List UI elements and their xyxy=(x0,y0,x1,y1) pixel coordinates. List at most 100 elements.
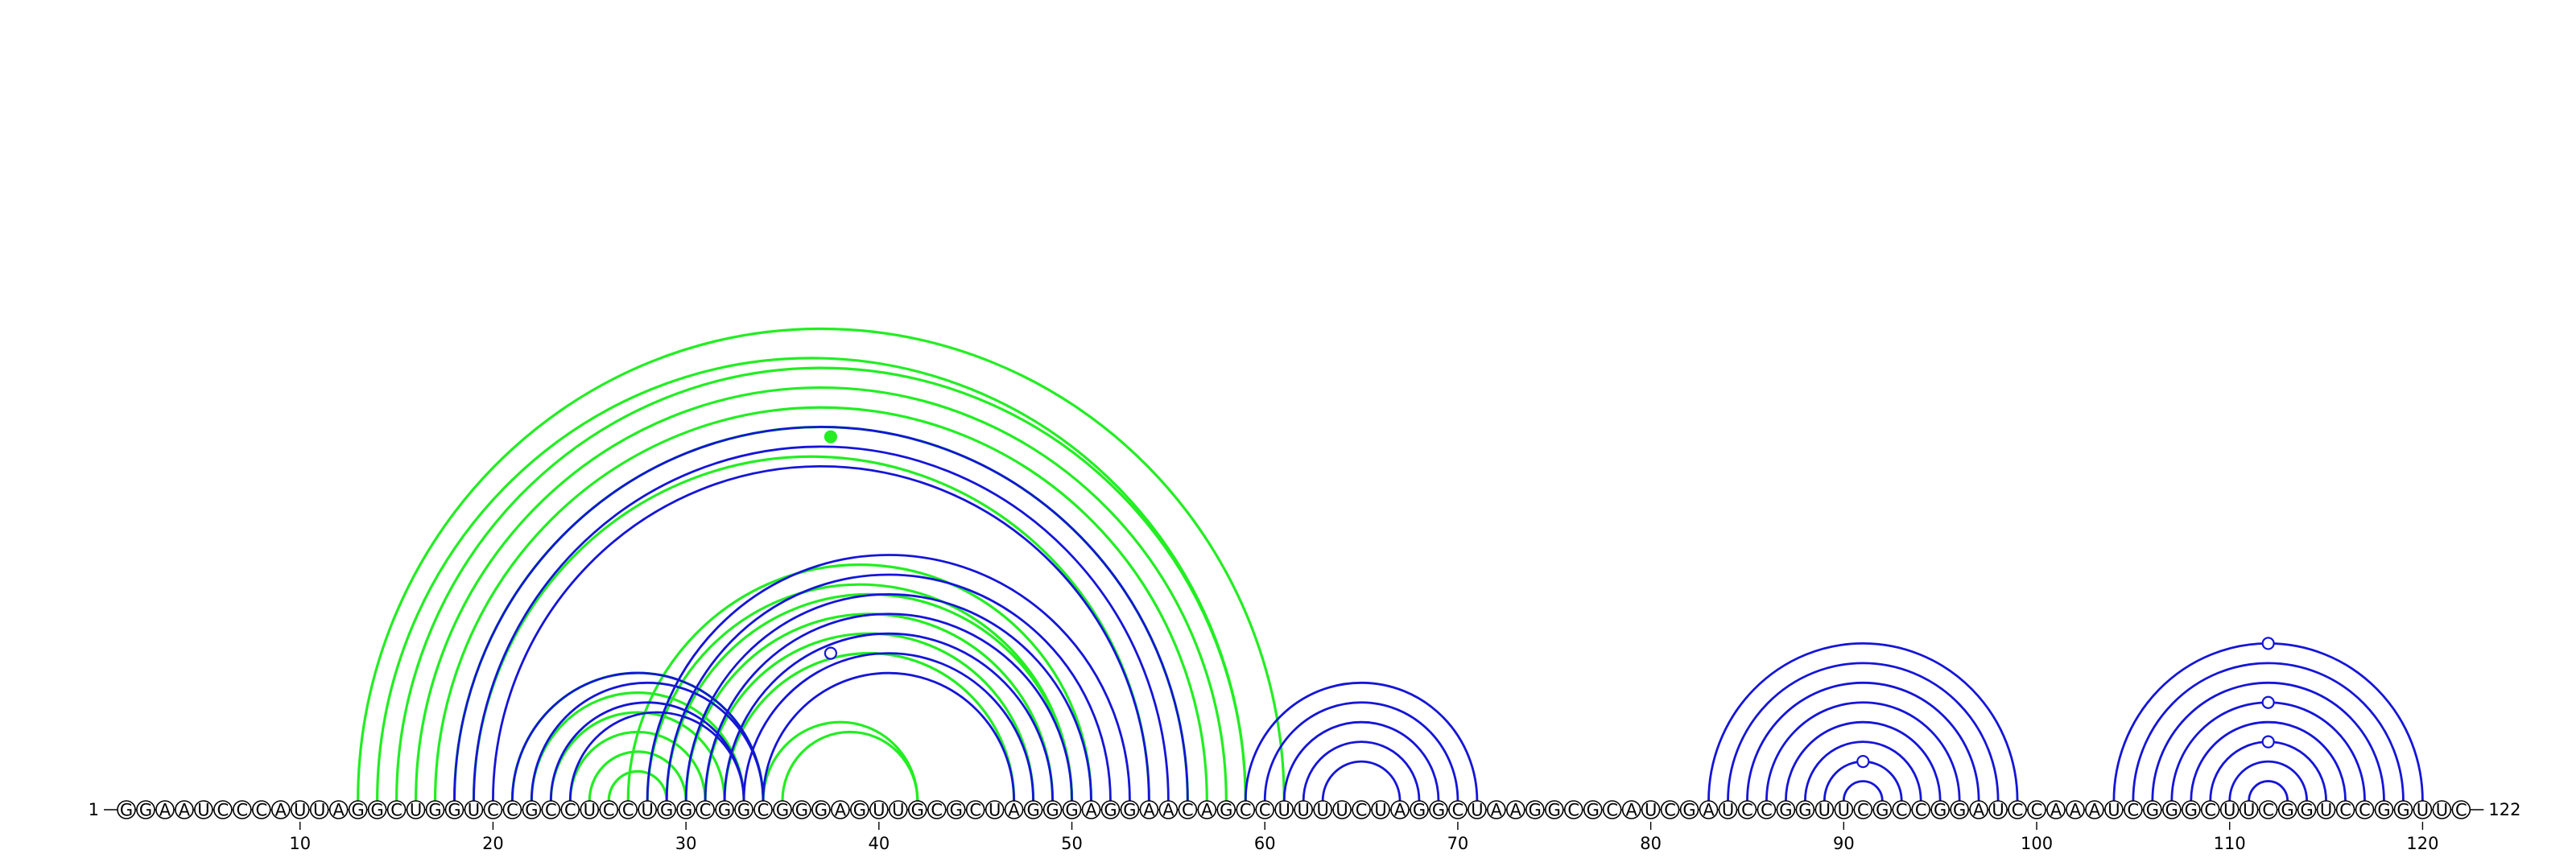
blue-pair-arc xyxy=(1746,681,1980,802)
nucleotide-circle xyxy=(1506,800,1525,819)
nucleotide: U xyxy=(889,800,908,820)
nucleotide-circle xyxy=(1158,800,1179,819)
nucleotide: A xyxy=(155,800,175,820)
nucleotide: C xyxy=(1660,800,1680,820)
nucleotide-letter: A xyxy=(1510,801,1522,820)
nucleotide: A xyxy=(1158,800,1179,820)
nucleotide-letter: C xyxy=(1761,801,1773,820)
nucleotide: U xyxy=(1834,800,1854,820)
nucleotide-letter: U xyxy=(468,801,480,820)
nucleotide: G xyxy=(367,800,387,820)
nucleotide-circle xyxy=(811,800,831,819)
nucleotide-letter: U xyxy=(642,801,654,820)
nucleotide: C xyxy=(1602,800,1622,820)
nucleotide-circle xyxy=(676,800,696,819)
blue-pair-arc xyxy=(742,652,1034,802)
nucleotide: C xyxy=(599,800,619,820)
nucleotide: U xyxy=(869,800,889,820)
nucleotide-circle xyxy=(2124,800,2143,819)
nucleotide-circle xyxy=(290,800,310,819)
nucleotide-circle xyxy=(1371,800,1390,819)
nucleotide-letter: G xyxy=(1065,801,1078,820)
nucleotide: G xyxy=(2297,800,2317,820)
nucleotide-letter: U xyxy=(1374,801,1386,820)
nucleotide-circle xyxy=(2219,800,2240,819)
nucleotide: A xyxy=(1506,800,1525,820)
blue-pair-arc xyxy=(473,445,1170,802)
nucleotide-letter: C xyxy=(2339,801,2351,820)
axis-tick-label: 80 xyxy=(1640,834,1662,853)
nucleotide-circle xyxy=(2277,800,2297,819)
nucleotide-circle xyxy=(1139,800,1159,819)
nucleotide-letter: A xyxy=(2089,801,2101,820)
nucleotide: C xyxy=(1737,800,1757,820)
green-pair-arc xyxy=(357,327,1286,802)
blue-pair-arc xyxy=(1727,662,2000,802)
nucleotide-circle xyxy=(657,800,676,819)
nucleotide-letter: A xyxy=(2070,801,2082,820)
nucleotide-letter: U xyxy=(989,801,1001,820)
nucleotide-circle xyxy=(907,800,927,819)
nucleotide: G xyxy=(676,800,696,820)
blue-pair-arc xyxy=(1785,720,1942,802)
nucleotide-letter: G xyxy=(525,801,538,820)
nucleotide: A xyxy=(1621,800,1641,820)
nucleotide: G xyxy=(907,800,927,820)
nucleotide-circle xyxy=(1583,800,1603,819)
blue-pair-arc xyxy=(2228,760,2309,802)
blue-open-marker xyxy=(1856,755,1870,769)
nucleotide: A xyxy=(831,800,850,820)
nucleotide-letter: C xyxy=(545,801,557,820)
nucleotide-letter: G xyxy=(1220,801,1232,820)
nucleotide-letter: G xyxy=(370,801,383,820)
nucleotide-letter: C xyxy=(1857,801,1869,820)
nucleotide-circle xyxy=(233,800,252,819)
nucleotide: G xyxy=(1679,800,1699,820)
blue-pair-arc xyxy=(762,671,1016,802)
nucleotide: A xyxy=(1969,800,1988,820)
nucleotide-circle xyxy=(1410,800,1429,819)
nucleotide: C xyxy=(927,800,947,820)
nucleotide-circle xyxy=(1969,800,1988,819)
blue-pair-arc xyxy=(1263,701,1459,802)
nucleotide-letter: C xyxy=(1915,801,1927,820)
nucleotide-circle xyxy=(1062,800,1082,819)
nucleotide-letter: C xyxy=(506,801,518,820)
axis-tick-label: 10 xyxy=(289,834,311,853)
nucleotide: G xyxy=(1023,800,1043,820)
nucleotide: A xyxy=(2046,800,2066,820)
nucleotide-circle xyxy=(502,800,522,819)
blue-pair-arc xyxy=(2151,681,2385,802)
nucleotide-circle xyxy=(2374,800,2394,819)
nucleotide: U xyxy=(638,800,657,820)
nucleotide-letter: A xyxy=(179,801,191,820)
nucleotide-circle xyxy=(136,800,155,819)
nucleotide-circle xyxy=(1448,800,1468,819)
blue-open-marker xyxy=(2261,637,2275,650)
nucleotide: G xyxy=(1930,800,1950,820)
nucleotide: C xyxy=(1911,800,1931,820)
blue-pair-arc xyxy=(1765,701,1961,802)
nucleotide-letter: U xyxy=(2320,801,2332,820)
nucleotide-circle xyxy=(1795,800,1815,819)
nucleotide: U xyxy=(194,800,213,820)
blue-pair-arc xyxy=(2248,780,2289,802)
nucleotide: U xyxy=(1718,800,1738,820)
nucleotide: G xyxy=(2143,800,2162,820)
nucleotide-circle xyxy=(483,800,503,819)
blue-pair-arc xyxy=(2190,720,2347,802)
nucleotide: C xyxy=(2124,800,2143,820)
nucleotide-circle xyxy=(251,800,271,819)
nucleotide-letter: C xyxy=(1356,801,1368,820)
green-pair-arc xyxy=(607,769,668,802)
nucleotide-circle xyxy=(1352,800,1371,819)
nucleotide-circle xyxy=(618,800,638,819)
nucleotide-letter: G xyxy=(679,801,692,820)
axis-tick-label: 60 xyxy=(1254,834,1276,853)
nucleotide: G xyxy=(425,800,445,820)
nucleotide: A xyxy=(1081,800,1101,820)
nucleotide: U xyxy=(290,800,310,820)
nucleotide: C xyxy=(965,800,985,820)
nucleotide-letter: G xyxy=(2300,801,2313,820)
nucleotide-circle xyxy=(831,800,850,819)
